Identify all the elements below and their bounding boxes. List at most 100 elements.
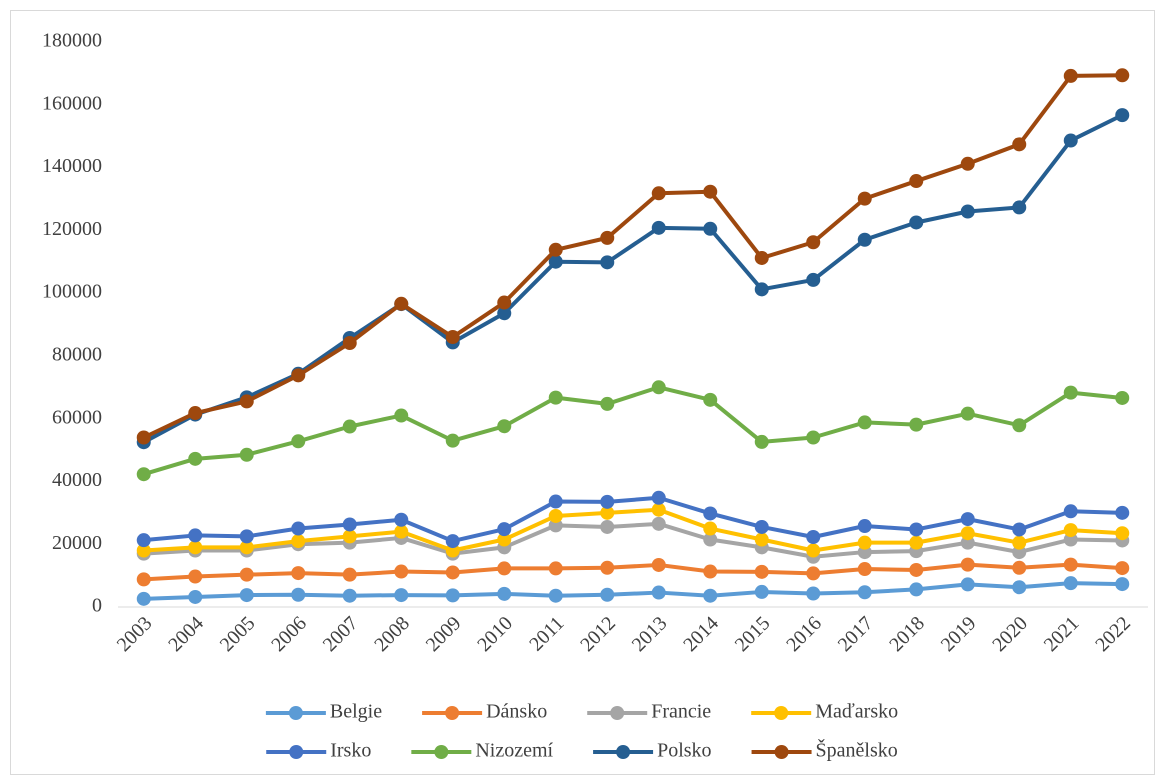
- point: [703, 221, 718, 236]
- point: [1012, 418, 1027, 433]
- point: [188, 406, 203, 421]
- point: [445, 330, 460, 345]
- point: [342, 336, 357, 351]
- y-tick-label: 160000: [42, 92, 102, 114]
- point: [136, 543, 151, 558]
- point: [651, 516, 666, 531]
- y-tick-label: 40000: [52, 469, 102, 491]
- point: [960, 156, 975, 171]
- point: [445, 534, 460, 549]
- point: [342, 529, 357, 544]
- point: [188, 589, 203, 604]
- point: [1063, 523, 1078, 538]
- legend-item: Polsko: [593, 740, 712, 762]
- legend-label: Španělsko: [816, 738, 898, 762]
- point: [136, 533, 151, 548]
- point: [188, 528, 203, 543]
- point: [1115, 561, 1130, 576]
- point: [909, 562, 924, 577]
- legend-item: Španělsko: [751, 738, 898, 762]
- y-tick-label: 80000: [52, 343, 102, 365]
- chart-border: [10, 10, 1155, 775]
- legend-swatch-marker: [289, 745, 304, 759]
- point: [651, 490, 666, 505]
- point: [600, 255, 615, 270]
- legend-item: Francie: [587, 701, 711, 723]
- point: [754, 532, 769, 547]
- point: [857, 535, 872, 550]
- series-line: [143, 562, 1123, 582]
- point: [1063, 68, 1078, 83]
- point: [136, 572, 151, 587]
- series-line: [143, 507, 1123, 553]
- point: [1063, 557, 1078, 572]
- legend-swatch-marker: [288, 706, 303, 720]
- point: [136, 467, 151, 482]
- point: [548, 242, 563, 257]
- point: [960, 526, 975, 541]
- point: [909, 215, 924, 230]
- point: [1063, 576, 1078, 591]
- point: [600, 519, 615, 534]
- point: [342, 517, 357, 532]
- point: [806, 543, 821, 558]
- point: [857, 232, 872, 247]
- point: [394, 512, 409, 527]
- y-tick-label: 100000: [42, 281, 102, 303]
- point: [497, 522, 512, 537]
- point: [703, 392, 718, 407]
- point: [1115, 108, 1130, 123]
- point: [239, 567, 254, 582]
- point: [497, 532, 512, 547]
- point: [239, 540, 254, 555]
- point: [1115, 390, 1130, 405]
- point: [1063, 504, 1078, 519]
- point: [1012, 200, 1027, 215]
- point: [651, 186, 666, 201]
- point: [754, 584, 769, 599]
- point: [754, 250, 769, 265]
- point: [600, 560, 615, 575]
- point: [445, 565, 460, 580]
- series-line: [143, 385, 1123, 477]
- point: [548, 588, 563, 603]
- point: [1115, 526, 1130, 541]
- point: [394, 296, 409, 311]
- legend-item: Maďarsko: [751, 701, 898, 723]
- y-tick-label: 60000: [52, 406, 102, 428]
- legend-item: Belgie: [265, 701, 382, 723]
- point: [548, 561, 563, 576]
- point: [1012, 137, 1027, 152]
- point: [188, 569, 203, 584]
- point: [291, 566, 306, 581]
- point: [857, 562, 872, 577]
- point: [239, 588, 254, 603]
- point: [497, 419, 512, 434]
- point: [909, 174, 924, 189]
- point: [909, 535, 924, 550]
- point: [1012, 522, 1027, 537]
- point: [548, 494, 563, 509]
- point: [806, 272, 821, 287]
- legend-swatch-marker: [610, 706, 625, 720]
- point: [806, 586, 821, 601]
- point: [1012, 580, 1027, 595]
- point: [754, 434, 769, 449]
- point: [239, 529, 254, 544]
- point: [342, 588, 357, 603]
- point: [188, 540, 203, 555]
- point: [909, 522, 924, 537]
- y-tick-label: 120000: [42, 218, 102, 240]
- point: [754, 519, 769, 534]
- legend-item: Dánsko: [422, 701, 547, 723]
- legend-label: Irsko: [330, 740, 371, 762]
- legend-label: Belgie: [330, 701, 382, 723]
- point: [651, 502, 666, 517]
- point: [806, 566, 821, 581]
- point: [136, 591, 151, 606]
- point: [960, 557, 975, 572]
- point: [703, 506, 718, 521]
- point: [497, 586, 512, 601]
- y-tick-label: 140000: [42, 155, 102, 177]
